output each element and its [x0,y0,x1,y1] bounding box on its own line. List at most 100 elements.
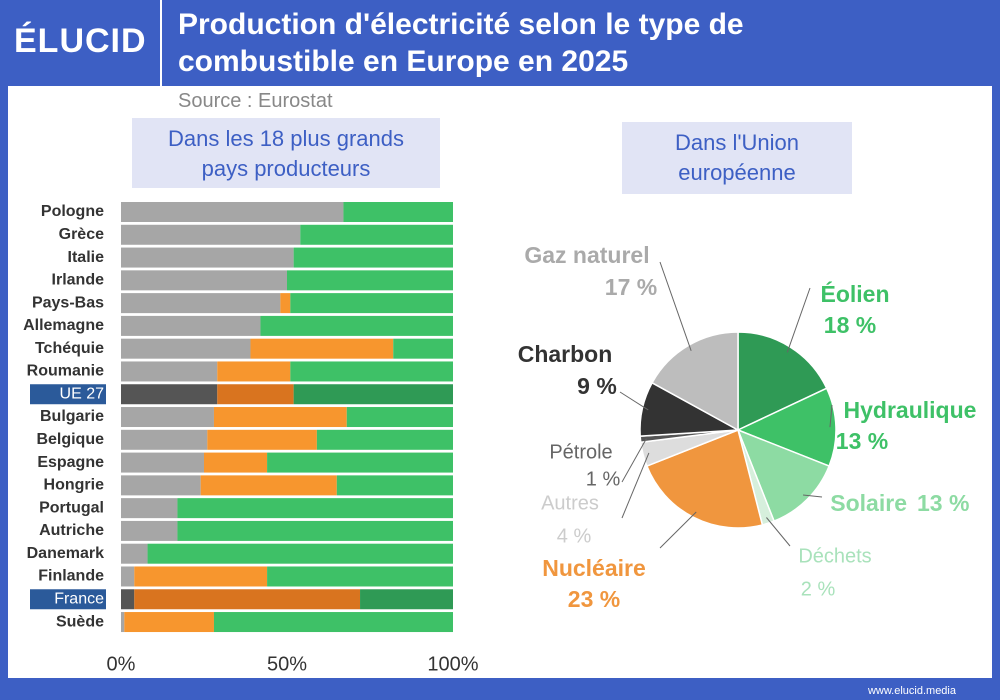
category-label: Bulgarie [40,408,104,425]
bar-segment [200,475,337,496]
bar-segment [121,361,218,382]
category-label: Grèce [59,226,104,243]
category-label: Hongrie [44,477,105,494]
slice-label: Charbon [518,341,613,367]
bar-segment [293,384,453,405]
bar-segment [121,338,251,359]
bar-segment [393,338,453,359]
x-tick-label: 50% [267,653,307,675]
slice-value-label: 1 % [586,468,621,490]
pie-slice [736,428,831,523]
bar-segment [343,202,453,222]
bar-segment [121,520,178,541]
slice-label: Gaz naturel [524,242,649,268]
bar-segment [121,589,135,610]
leader-line [659,511,697,549]
x-tick-label: 100% [427,653,478,675]
leader-line [766,517,791,547]
bar-segment [280,293,291,314]
leader-line [659,261,692,351]
bar-segment [290,361,453,382]
bar-segment [346,407,453,428]
logo: ÉLUCID [14,22,147,60]
bar-segment [134,589,361,610]
bar-segment [213,407,347,428]
pie-slice [737,331,828,432]
bar-segment [177,498,453,519]
x-tick-label: 0% [107,653,136,675]
slice-label: Solaire [830,490,907,516]
bar-segment [207,429,317,450]
slice-value-label: 23 % [568,586,620,612]
leader-line [621,452,650,519]
separator [160,0,162,86]
bar-segment [121,293,281,314]
slice-value-label: 17 % [605,274,657,300]
bar-segment [287,270,453,291]
category-label: Roumanie [27,363,104,380]
category-label: Portugal [39,499,104,516]
slice-label: Éolien [820,280,889,307]
bar-segment [360,589,453,610]
bar-segment [121,566,135,587]
bar-segment [121,543,148,564]
bar-segment [290,293,453,314]
category-label: Tchéquie [35,340,104,357]
source: Source : Eurostat [178,90,333,112]
bar-segment [121,247,294,268]
slice-value-label: 9 % [577,373,617,399]
pie-slice [736,387,837,468]
slice-value-label: 18 % [824,312,876,338]
category-label: Allemagne [23,317,104,334]
slice-value-label: 4 % [557,525,592,547]
bar-segment [121,475,201,496]
category-label: Autriche [39,522,104,539]
bar-segment [121,498,178,519]
pie-slice [651,331,739,432]
bar-segment [177,520,453,541]
category-label: UE 27 [60,385,105,402]
bar-segment [147,543,453,564]
bar-segment [217,384,294,405]
category-label: Pologne [41,203,104,220]
bar-segment [260,315,453,336]
bar-segment [121,270,287,291]
bar-segment [121,202,344,222]
bar-segment [121,224,301,245]
bar-segment [213,612,453,633]
category-label: Espagne [37,454,104,471]
label-highlight [30,384,106,405]
leader-line [619,391,649,411]
category-label: Irlande [52,272,105,289]
slice-value-label: 2 % [801,578,836,600]
bar-segment [134,566,268,587]
slice-label: Nucléaire [542,555,646,581]
label-highlight [30,589,106,610]
leader-line [829,404,833,428]
slice-label: Hydraulique [844,397,977,423]
category-label: France [54,590,104,607]
bar-segment [124,612,214,633]
bar-segment [217,361,291,382]
leader-line [803,494,823,498]
category-label: Belgique [36,431,104,448]
category-label: Suède [56,613,104,630]
bar-segment [336,475,453,496]
category-label: Italie [68,249,105,266]
bar-segment [204,452,268,473]
subtitle: Dans l'Union européenne [622,122,852,194]
subtitle: Dans les 18 plus grands pays producteurs [132,118,440,188]
category-label: Danemark [27,545,104,562]
bar-segment [121,407,214,428]
category-label: Finlande [38,568,104,585]
pie-slice [645,428,764,529]
slice-label: Autres [541,492,599,514]
bar-segment [121,452,204,473]
category-label: Pays-Bas [32,294,104,311]
bar-segment [121,429,208,450]
slice-label: Pétrole [549,441,612,463]
leader-line [621,438,647,483]
footer: www.elucid.media [867,685,956,697]
